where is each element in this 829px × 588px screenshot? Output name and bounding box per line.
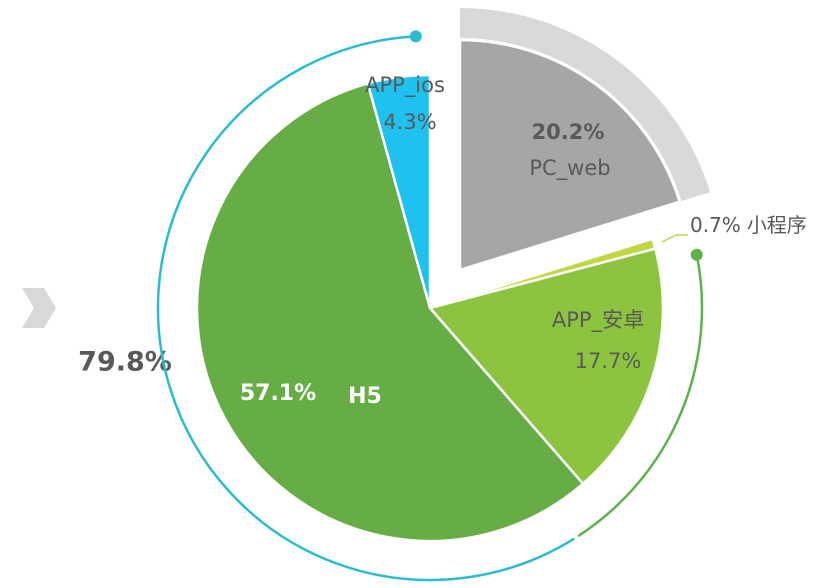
slice-label: APP_ios bbox=[365, 73, 445, 98]
leader-line bbox=[661, 234, 688, 243]
value-label: 57.1% bbox=[240, 381, 316, 406]
value-label: 4.3% bbox=[383, 110, 436, 134]
slice-label: APP_安卓 bbox=[552, 308, 644, 333]
highlight-band bbox=[459, 8, 711, 202]
pie-slice bbox=[195, 81, 585, 543]
pie-slice bbox=[458, 38, 682, 272]
total-annotation: 79.8% bbox=[78, 347, 172, 378]
bracket-arc bbox=[156, 35, 575, 582]
value-label: 17.7% bbox=[575, 349, 642, 373]
slice-label: 小程序 bbox=[747, 213, 807, 237]
pie-slice bbox=[366, 73, 432, 309]
arrow-icon bbox=[22, 288, 56, 328]
bracket-arc bbox=[577, 254, 704, 538]
bracket-dot bbox=[409, 30, 422, 43]
small-label: 0.7% 小程序 bbox=[690, 213, 807, 237]
slice-label: PC_web bbox=[529, 156, 610, 181]
slice-label: H5 bbox=[348, 384, 382, 409]
value-label: 0.7% bbox=[690, 213, 741, 237]
pie-slice bbox=[427, 247, 665, 486]
bracket-dot bbox=[690, 248, 703, 261]
value-label: 20.2% bbox=[532, 120, 605, 144]
